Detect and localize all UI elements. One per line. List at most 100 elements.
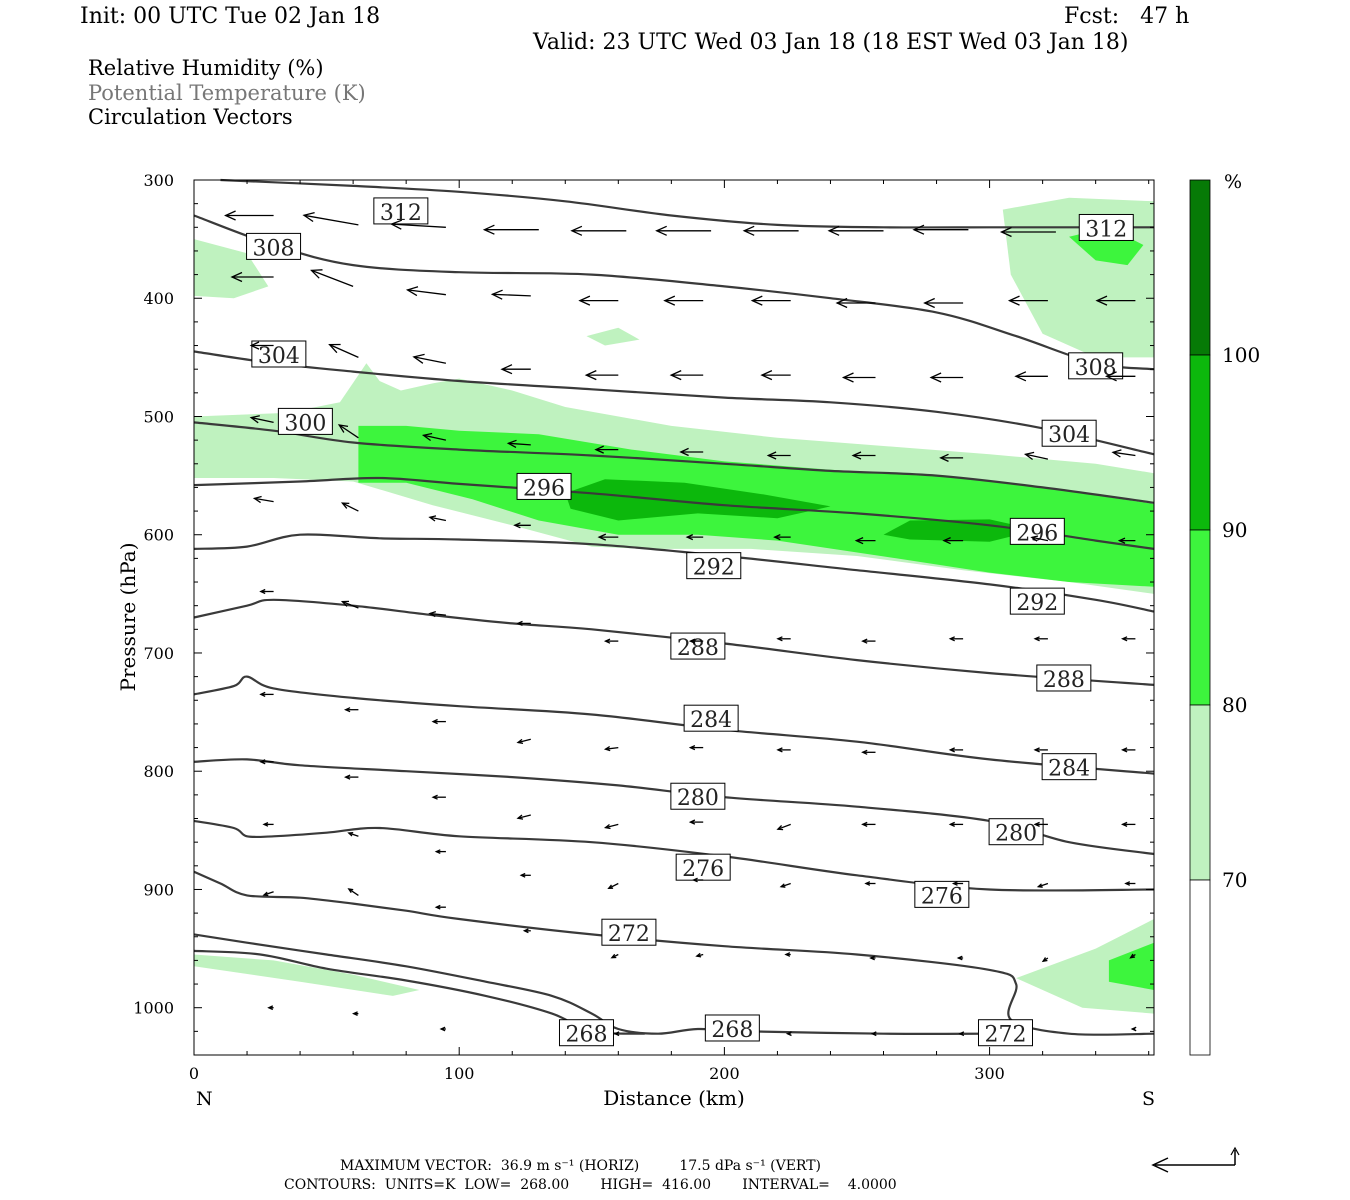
circulation-vector	[958, 1031, 965, 1037]
circulation-vector	[516, 814, 531, 820]
circulation-vector	[522, 928, 531, 934]
svg-text:292: 292	[693, 556, 735, 581]
legend-relative-humidity: Relative Humidity (%)	[88, 56, 324, 80]
theta-contour-layer: 312 312 308 308 304 304 300 296 296 292 292 288 288 2…	[193, 178, 1155, 1048]
circulation-vector	[1124, 881, 1136, 886]
svg-text:308: 308	[1075, 356, 1117, 381]
circulation-vector	[929, 372, 964, 383]
theta-label-292: 292	[686, 552, 742, 581]
theta-contour-312	[220, 178, 1154, 229]
theta-contour-272	[193, 870, 1155, 1036]
init-time: Init: 00 UTC Tue 02 Jan 18	[80, 4, 381, 29]
circulation-vector	[956, 955, 964, 961]
circulation-vector	[669, 370, 704, 381]
svg-text:288: 288	[677, 636, 719, 661]
theta-label-308: 308	[1068, 352, 1124, 381]
colorbar-unit: %	[1224, 171, 1242, 193]
circulation-vector	[1120, 636, 1136, 642]
y-axis-label: Pressure (hPa)	[116, 543, 140, 692]
rh-region-7	[586, 327, 640, 346]
rh-region-9	[1016, 919, 1154, 1014]
x-axis-north-label: N	[196, 1088, 213, 1110]
circulation-vector	[827, 225, 884, 236]
y-tick-label: 500	[143, 407, 174, 426]
circulation-vector	[951, 881, 964, 886]
svg-text:268: 268	[711, 1018, 753, 1043]
circulation-vector	[259, 759, 274, 765]
theta-contour-284	[193, 675, 1155, 775]
circulation-vector	[784, 952, 791, 957]
circulation-vector	[948, 747, 964, 753]
circulation-vector	[923, 297, 964, 309]
colorbar-tick-label: 80	[1222, 693, 1247, 717]
circulation-vector	[942, 537, 964, 545]
circulation-vector	[685, 534, 704, 541]
svg-text:284: 284	[1048, 757, 1090, 782]
plot-frame	[193, 179, 1155, 1056]
circulation-vector	[869, 955, 876, 961]
theta-label-312: 312	[1078, 213, 1134, 242]
circulation-vector	[912, 224, 969, 235]
circulation-vector	[1033, 747, 1048, 753]
theta-label-268: 268	[704, 1014, 760, 1043]
svg-text:280: 280	[677, 786, 719, 811]
svg-text:272: 272	[608, 922, 650, 947]
svg-text:308: 308	[253, 236, 295, 261]
theta-contour-304	[193, 350, 1155, 456]
circulation-vector	[1023, 451, 1049, 461]
circulation-vector	[1007, 295, 1048, 306]
circulation-vector	[1120, 747, 1136, 753]
theta-label-280: 280	[988, 818, 1044, 847]
vector-layer	[224, 210, 1137, 1037]
theta-label-276: 276	[675, 853, 731, 882]
theta-label-304: 304	[1041, 419, 1097, 448]
theta-label-268: 268	[558, 1019, 614, 1048]
circulation-vector	[948, 821, 964, 827]
circulation-vector	[584, 370, 619, 381]
circulation-vector	[1117, 537, 1136, 544]
svg-text:268: 268	[565, 1023, 607, 1048]
circulation-vector	[431, 718, 446, 725]
circulation-vector	[766, 451, 791, 460]
theta-label-308: 308	[246, 232, 302, 261]
circulation-vector	[750, 295, 791, 306]
axis-layer: 300 400 500 600 700 800 900 1000 0 100 200 300	[133, 171, 1154, 1083]
circulation-vector	[1120, 821, 1136, 827]
svg-text:304: 304	[1048, 423, 1090, 448]
circulation-vector	[688, 638, 704, 644]
theta-contour-288	[193, 598, 1155, 686]
circulation-vector	[249, 415, 274, 424]
rh-region-2	[565, 479, 831, 521]
circulation-vector	[1130, 1026, 1137, 1032]
circulation-vector	[434, 904, 446, 910]
x-tick-label: 100	[444, 1064, 475, 1083]
circulation-vector	[999, 226, 1056, 238]
reference-vector-icon	[1151, 1146, 1240, 1173]
theta-contour-300	[193, 421, 1155, 504]
circulation-vector	[1095, 295, 1136, 306]
rh-region-6	[194, 239, 269, 299]
circulation-vector	[302, 211, 359, 226]
circulation-vector	[760, 370, 791, 381]
svg-text:300: 300	[284, 411, 326, 436]
theta-label-276: 276	[914, 880, 970, 909]
theta-label-300: 300	[277, 407, 333, 436]
circulation-vector	[340, 600, 359, 609]
colorbar-segment	[1189, 354, 1211, 531]
circulation-vector	[695, 952, 704, 958]
circulation-vector	[405, 286, 446, 297]
circulation-vector	[310, 269, 354, 288]
circulation-vector	[861, 749, 876, 755]
circulation-vector	[939, 453, 964, 462]
circulation-vector	[352, 1011, 359, 1016]
circulation-vector	[434, 849, 446, 854]
circulation-vector	[776, 747, 791, 753]
svg-text:276: 276	[921, 884, 963, 909]
svg-text:296: 296	[523, 476, 565, 501]
circulation-vector	[343, 707, 359, 713]
circulation-vector	[948, 636, 964, 642]
theta-label-272: 272	[601, 918, 657, 947]
circulation-vector	[779, 882, 791, 888]
valid-time: Valid: 23 UTC Wed 03 Jan 18 (18 EST Wed …	[533, 30, 1129, 55]
colorbar-segment	[1189, 179, 1211, 356]
